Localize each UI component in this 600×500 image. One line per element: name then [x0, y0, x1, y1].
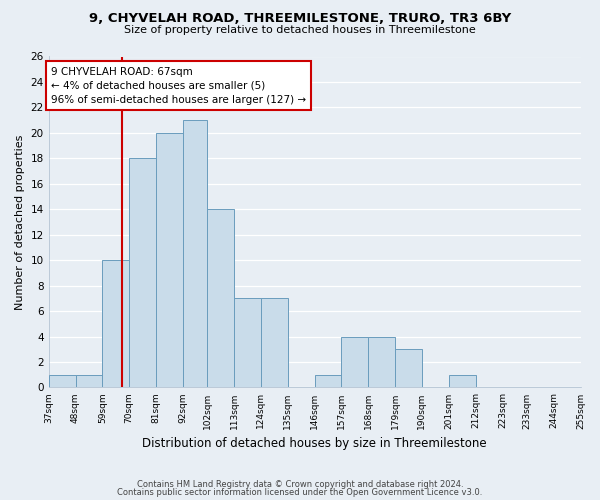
Bar: [395, 349, 422, 388]
Text: Size of property relative to detached houses in Threemilestone: Size of property relative to detached ho…: [124, 25, 476, 35]
Bar: [368, 336, 395, 388]
Bar: [234, 298, 261, 388]
Bar: [341, 336, 368, 388]
Bar: [76, 374, 103, 388]
Bar: [261, 298, 288, 388]
X-axis label: Distribution of detached houses by size in Threemilestone: Distribution of detached houses by size …: [142, 437, 487, 450]
Bar: [314, 374, 341, 388]
Text: Contains public sector information licensed under the Open Government Licence v3: Contains public sector information licen…: [118, 488, 482, 497]
Text: 9, CHYVELAH ROAD, THREEMILESTONE, TRURO, TR3 6BY: 9, CHYVELAH ROAD, THREEMILESTONE, TRURO,…: [89, 12, 511, 26]
Bar: [129, 158, 156, 388]
Bar: [103, 260, 129, 388]
Text: 9 CHYVELAH ROAD: 67sqm
← 4% of detached houses are smaller (5)
96% of semi-detac: 9 CHYVELAH ROAD: 67sqm ← 4% of detached …: [51, 66, 306, 104]
Bar: [183, 120, 207, 388]
Bar: [449, 374, 476, 388]
Bar: [207, 209, 234, 388]
Bar: [49, 374, 76, 388]
Bar: [156, 133, 183, 388]
Y-axis label: Number of detached properties: Number of detached properties: [15, 134, 25, 310]
Text: Contains HM Land Registry data © Crown copyright and database right 2024.: Contains HM Land Registry data © Crown c…: [137, 480, 463, 489]
